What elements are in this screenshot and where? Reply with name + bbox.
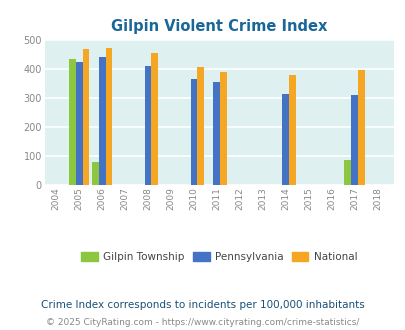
Bar	[105, 48, 112, 185]
Title: Gilpin Violent Crime Index: Gilpin Violent Crime Index	[111, 19, 326, 34]
Legend: Gilpin Township, Pennsylvania, National: Gilpin Township, Pennsylvania, National	[77, 248, 360, 266]
Bar	[213, 82, 220, 185]
Bar	[75, 62, 82, 185]
Bar	[68, 59, 75, 185]
Bar	[82, 49, 89, 185]
Bar	[151, 53, 158, 185]
Bar	[144, 66, 151, 185]
Bar	[220, 72, 227, 185]
Bar	[282, 94, 289, 185]
Bar	[289, 75, 296, 185]
Bar	[190, 79, 197, 185]
Text: Crime Index corresponds to incidents per 100,000 inhabitants: Crime Index corresponds to incidents per…	[41, 300, 364, 310]
Bar	[98, 57, 105, 185]
Bar	[357, 70, 364, 185]
Bar	[197, 67, 204, 185]
Bar	[350, 95, 357, 185]
Bar	[92, 162, 98, 185]
Text: © 2025 CityRating.com - https://www.cityrating.com/crime-statistics/: © 2025 CityRating.com - https://www.city…	[46, 318, 359, 327]
Bar	[343, 159, 350, 185]
